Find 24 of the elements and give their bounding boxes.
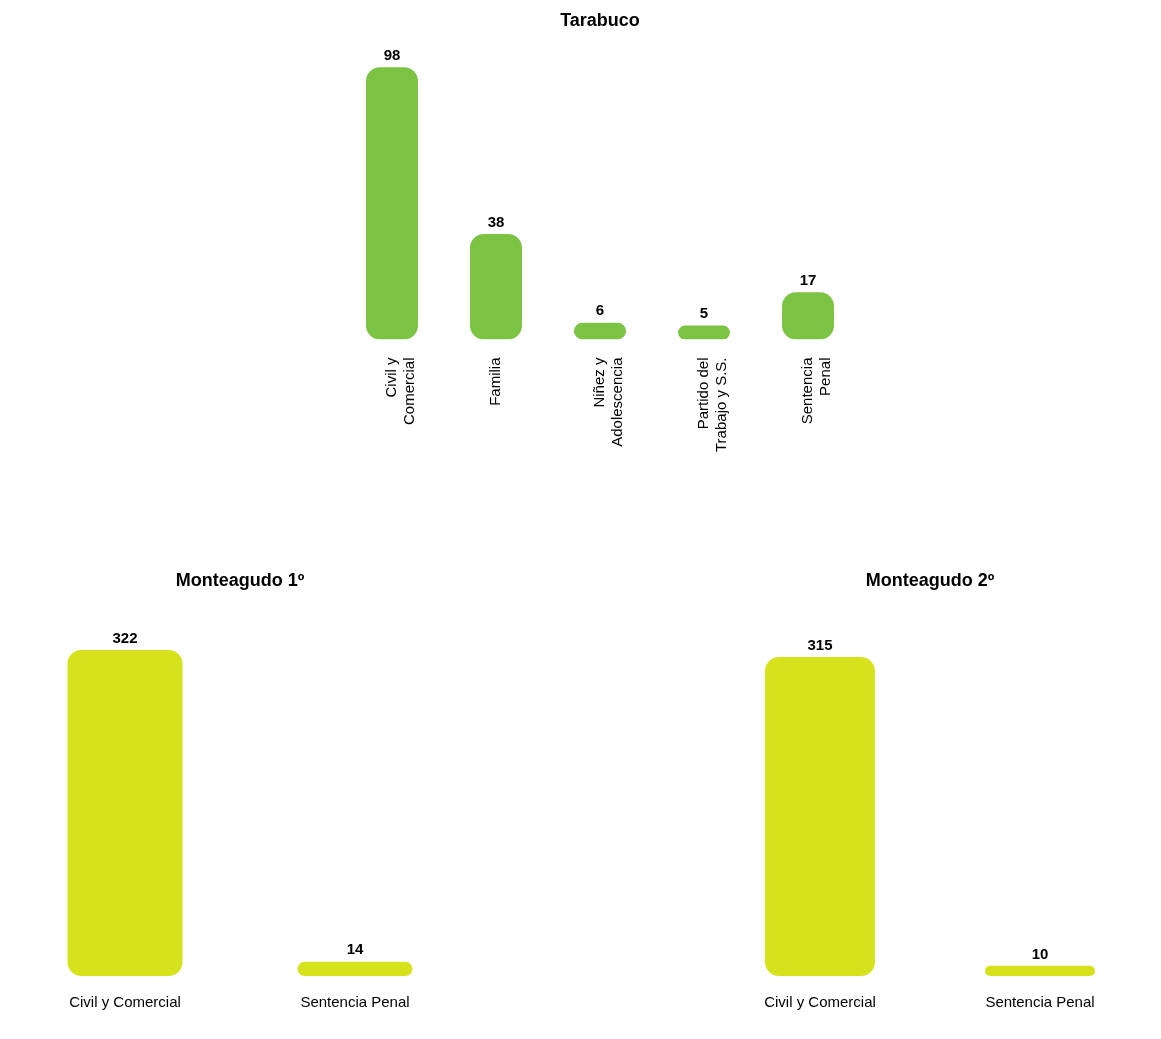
chart-title: Tarabuco <box>560 9 640 30</box>
data-label: 14 <box>346 940 364 958</box>
x-tick-label: Partido del Trabajo y S.S. <box>694 357 730 452</box>
data-label: 6 <box>595 301 605 319</box>
x-tick-label: Civil y Comercial <box>382 357 418 426</box>
data-label: 315 <box>807 635 833 653</box>
x-tick-label: Niñez y Adolescencia <box>590 356 626 447</box>
x-tick-label: Sentencia Penal <box>985 993 1095 1011</box>
bar <box>366 67 418 340</box>
chart-title: Monteagudo 2º <box>865 569 995 590</box>
data-label: 10 <box>1031 944 1049 962</box>
x-tick-label: Familia <box>486 356 504 406</box>
chart-title: Monteagudo 1º <box>175 569 305 590</box>
data-label: 98 <box>383 45 401 63</box>
data-label: 38 <box>487 212 505 230</box>
x-tick-label: Civil y Comercial <box>69 993 181 1011</box>
data-label: 17 <box>799 270 817 288</box>
x-tick-label: Sentencia Penal <box>300 993 410 1011</box>
data-label: 322 <box>112 628 138 646</box>
x-tick-label: Sentencia Penal <box>798 356 834 425</box>
data-label: 5 <box>699 304 709 322</box>
x-tick-label: Civil y Comercial <box>764 993 876 1011</box>
bar <box>470 233 522 340</box>
bar <box>678 325 730 340</box>
